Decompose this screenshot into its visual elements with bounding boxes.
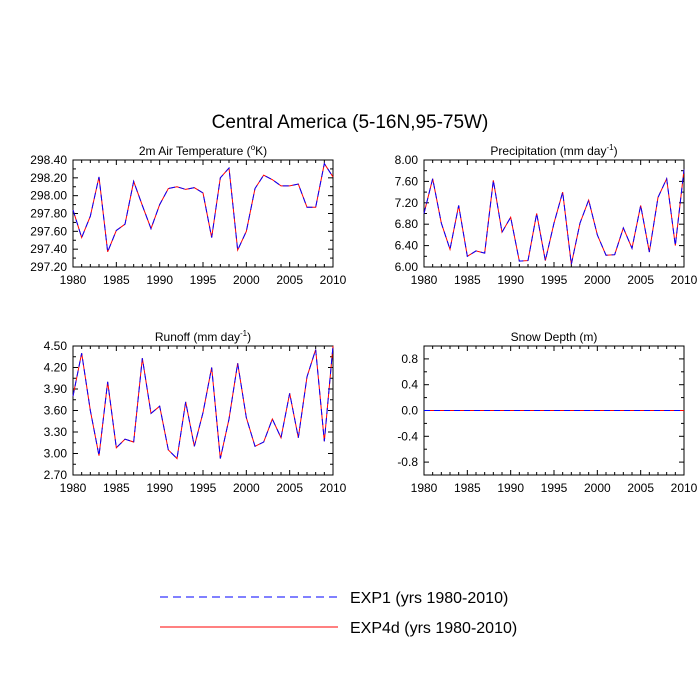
x-tick-label: 2000 (584, 481, 611, 495)
panel-title: Runoff (mm day-1) (155, 329, 251, 344)
y-tick-label: 2.70 (44, 468, 68, 482)
y-tick-label: 7.20 (395, 196, 419, 210)
chart-panels: 2m Air Temperature (oK) 1980 1985 1990 1995 2… (30, 143, 697, 495)
y-tick-label: 298.00 (30, 189, 67, 203)
x-tick-label: 1980 (60, 273, 87, 287)
y-tick-label: 297.60 (30, 224, 67, 238)
x-tick-label: 2000 (584, 273, 611, 287)
x-tick-label: 1995 (190, 481, 217, 495)
y-tick-label: 297.40 (30, 242, 67, 256)
x-tick-label: 1985 (454, 273, 481, 287)
plot-frame (423, 159, 685, 268)
plot-frame (72, 159, 334, 268)
x-tick-label: 1995 (190, 273, 217, 287)
y-tick-label: 297.80 (30, 207, 67, 221)
panel-precipitation: Precipitation (mm day-1) 1980 1985 1990 1995… (395, 143, 698, 287)
y-tick-label: 0.0 (401, 404, 418, 418)
x-tick-label: 1995 (541, 273, 568, 287)
y-tick-label: 4.50 (44, 339, 68, 353)
panel-title: Precipitation (mm day-1) (490, 143, 617, 158)
panel-snow-depth: Snow Depth (m) 1980 1985 1990 1995 2000 2005 20… (397, 330, 697, 495)
y-tick-label: 3.30 (44, 425, 68, 439)
x-tick-label: 1985 (454, 481, 481, 495)
y-tick-label: 3.60 (44, 404, 68, 418)
x-tick-label: 1990 (146, 273, 173, 287)
legend: EXP1 (yrs 1980-2010) EXP4d (yrs 1980-201… (160, 590, 517, 637)
panel-air-temperature: 2m Air Temperature (oK) 1980 1985 1990 1995 2… (30, 143, 346, 287)
y-tick-label: 7.60 (395, 174, 419, 188)
series-line-exp1 (423, 169, 685, 265)
y-tick-label: 4.20 (44, 361, 68, 375)
x-tick-label: 1990 (146, 481, 173, 495)
series-line-exp4d (72, 345, 334, 460)
series-line-exp1 (72, 345, 334, 460)
x-tick-label: 2005 (627, 481, 654, 495)
x-tick-label: 2000 (233, 273, 260, 287)
x-tick-label: 1980 (60, 481, 87, 495)
y-tick-label: 298.20 (30, 171, 67, 185)
y-tick-label: -0.4 (397, 429, 418, 443)
x-tick-label: 1990 (497, 273, 524, 287)
panel-runoff: Runoff (mm day-1) 1980 1985 1990 1995 2000 200… (44, 329, 347, 495)
panel-title: Snow Depth (m) (511, 330, 598, 344)
x-tick-label: 2005 (627, 273, 654, 287)
series-line-exp4d (423, 169, 685, 265)
y-tick-label: 297.20 (30, 260, 67, 274)
y-tick-label: 3.90 (44, 382, 68, 396)
x-tick-label: 2005 (276, 481, 303, 495)
series-line-exp1 (72, 162, 334, 253)
series-line-exp4d (72, 162, 334, 253)
x-tick-label: 2010 (320, 481, 347, 495)
x-tick-label: 2005 (276, 273, 303, 287)
legend-label-exp4d: EXP4d (yrs 1980-2010) (350, 620, 517, 637)
x-tick-label: 1990 (497, 481, 524, 495)
x-tick-label: 2010 (671, 481, 698, 495)
y-tick-label: 298.40 (30, 153, 67, 167)
y-tick-label: 6.00 (395, 260, 419, 274)
y-tick-label: -0.8 (397, 455, 418, 469)
y-tick-label: 6.40 (395, 239, 419, 253)
y-tick-label: 8.00 (395, 153, 419, 167)
legend-label-exp1: EXP1 (yrs 1980-2010) (350, 590, 508, 607)
x-tick-label: 1980 (411, 273, 438, 287)
x-tick-label: 1985 (103, 273, 130, 287)
y-tick-label: 0.4 (401, 378, 418, 392)
x-tick-label: 1995 (541, 481, 568, 495)
x-tick-label: 1980 (411, 481, 438, 495)
y-tick-label: 3.00 (44, 447, 68, 461)
x-tick-label: 2010 (320, 273, 347, 287)
panel-title: 2m Air Temperature (oK) (139, 143, 267, 158)
y-tick-label: 0.8 (401, 352, 418, 366)
x-tick-label: 1985 (103, 481, 130, 495)
y-tick-label: 6.80 (395, 217, 419, 231)
figure-title: Central America (5-16N,95-75W) (212, 112, 489, 133)
x-tick-label: 2010 (671, 273, 698, 287)
x-tick-label: 2000 (233, 481, 260, 495)
